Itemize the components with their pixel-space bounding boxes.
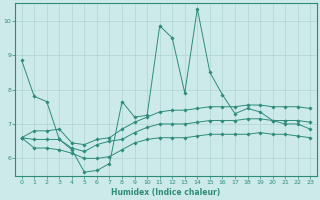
X-axis label: Humidex (Indice chaleur): Humidex (Indice chaleur) — [111, 188, 220, 197]
